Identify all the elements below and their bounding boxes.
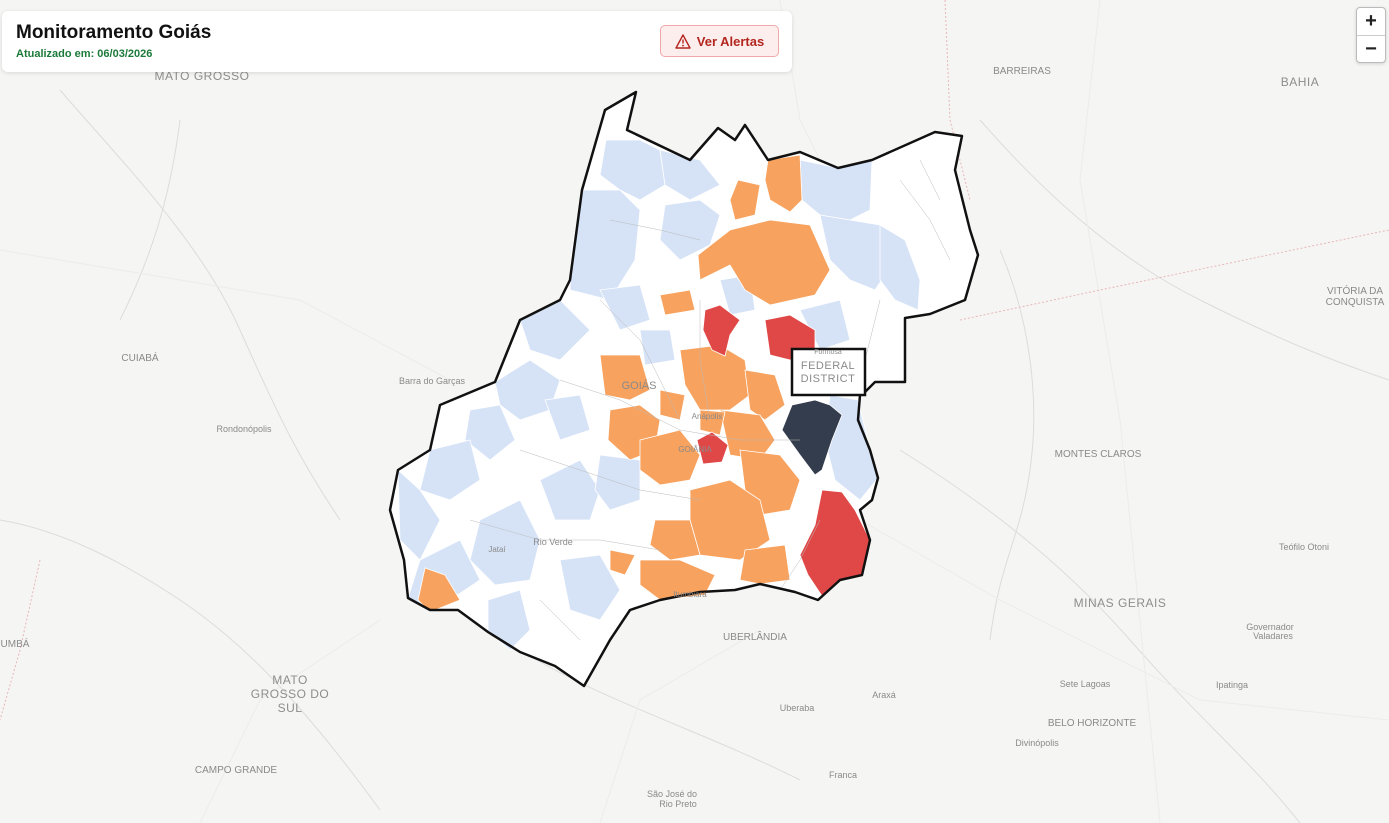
label-sete-lagoas: Sete Lagoas xyxy=(1060,679,1111,689)
label-federal-district-2: DISTRICT xyxy=(801,373,856,385)
municipalities-medium xyxy=(417,154,831,613)
label-governador-2: Valadares xyxy=(1253,631,1293,641)
label-ms-1: MATO xyxy=(272,673,308,687)
label-governador-1: Governador xyxy=(1246,622,1294,632)
label-goiania: GOIÂNIA xyxy=(678,445,712,454)
updated-timestamp: Atualizado em: 06/03/2026 xyxy=(16,48,153,60)
federal-district-box xyxy=(790,347,867,397)
label-franca: Franca xyxy=(829,770,857,780)
label-ms-3: SUL xyxy=(278,701,303,715)
label-teofilo-otoni: Teófilo Otoni xyxy=(1279,542,1329,552)
zoom-in-button[interactable]: + xyxy=(1357,8,1385,36)
label-cuiaba: CUIABÁ xyxy=(121,351,159,364)
label-federal-district-1: FEDERAL xyxy=(801,360,855,372)
zoom-control: + − xyxy=(1356,7,1386,63)
label-araxa: Araxá xyxy=(872,690,896,700)
background-rivers xyxy=(0,89,1389,823)
goias-border xyxy=(388,90,980,688)
view-alerts-button[interactable]: Ver Alertas xyxy=(660,25,779,57)
label-barreiras: BARREIRAS xyxy=(993,66,1051,77)
label-vitoria-1: VITÓRIA DA xyxy=(1327,284,1383,297)
label-ipatinga: Ipatinga xyxy=(1216,680,1248,690)
municipal-borders xyxy=(469,159,951,641)
label-rondonopolis: Rondonópolis xyxy=(216,424,272,434)
label-vitoria-2: CONQUISTA xyxy=(1326,297,1385,308)
header-card: Monitoramento Goiás Atualizado em: 06/03… xyxy=(2,11,792,72)
label-uberaba: Uberaba xyxy=(780,703,815,713)
label-ms-2: GROSSO DO xyxy=(251,687,330,701)
municipality-critical xyxy=(781,399,843,476)
label-bahia: BAHIA xyxy=(1281,75,1320,89)
zoom-out-button[interactable]: − xyxy=(1365,38,1377,60)
warning-icon xyxy=(675,33,691,49)
label-campo-grande: CAMPO GRANDE xyxy=(195,765,278,776)
label-sjrp-1: São José do xyxy=(647,789,697,799)
state-borders xyxy=(0,0,1389,721)
label-goias: GOIÁS xyxy=(622,379,657,392)
label-barra-do-garcas: Barra do Garças xyxy=(399,376,466,386)
label-minas-gerais: MINAS GERAIS xyxy=(1074,596,1167,610)
label-divinopolis: Divinópolis xyxy=(1015,738,1059,748)
label-jatai: Jataí xyxy=(488,545,506,554)
label-corumba: UMBÁ xyxy=(1,637,30,650)
label-uberlandia: UBERLÂNDIA xyxy=(723,630,787,643)
label-rio-verde: Rio Verde xyxy=(533,537,573,547)
label-montes-claros: MONTES CLAROS xyxy=(1055,449,1142,460)
label-mato-grosso: MATO GROSSO xyxy=(154,69,249,83)
label-anapolis: Anápolis xyxy=(692,412,723,421)
page-title: Monitoramento Goiás xyxy=(16,22,212,43)
label-formosa: Formosa xyxy=(814,349,842,356)
view-alerts-label: Ver Alertas xyxy=(696,33,765,49)
label-itumbiara: Itumbiara xyxy=(673,590,707,599)
label-belo-horizonte: BELO HORIZONTE xyxy=(1048,718,1137,729)
label-sjrp-2: Rio Preto xyxy=(659,799,697,809)
